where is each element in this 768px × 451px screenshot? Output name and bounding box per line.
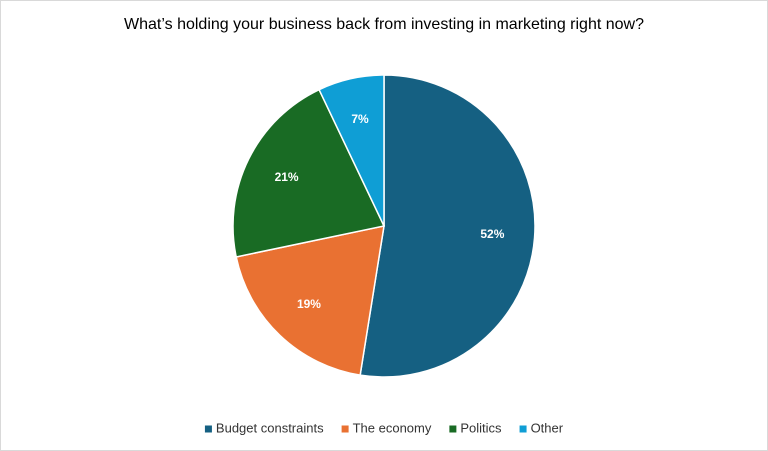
legend-swatch <box>519 425 527 433</box>
data-label: 7% <box>351 112 369 126</box>
legend-label: Other <box>531 420 564 435</box>
pie-slice <box>232 88 386 258</box>
pie-slice <box>359 74 536 378</box>
legend-label: Politics <box>460 420 502 435</box>
pie-slice <box>318 74 385 227</box>
legend-swatch <box>449 425 457 433</box>
legend-label: Budget constraints <box>216 420 324 435</box>
data-label: 52% <box>480 227 504 241</box>
pie-slice <box>235 225 385 376</box>
legend-swatch <box>204 425 212 433</box>
data-label: 21% <box>275 170 299 184</box>
chart-title: What’s holding your business back from i… <box>124 16 644 33</box>
data-label: 19% <box>297 297 321 311</box>
legend-swatch <box>341 425 349 433</box>
legend-label: The economy <box>353 420 432 435</box>
